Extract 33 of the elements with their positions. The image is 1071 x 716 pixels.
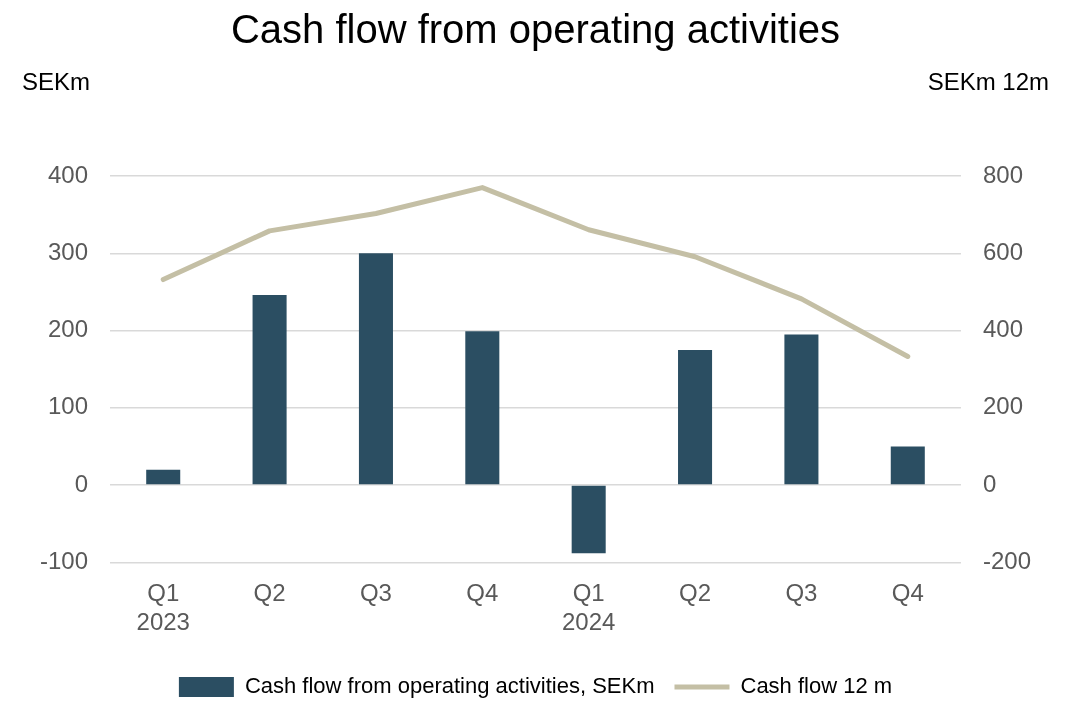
- y2-tick-label: 400: [982, 315, 1024, 343]
- y-axis-title: SEKm: [22, 68, 91, 95]
- legend-label: Cash flow from operating activities, SEKm: [244, 673, 655, 699]
- y2-tick-label: -200: [982, 547, 1032, 575]
- legend-label: Cash flow 12 m: [740, 673, 893, 699]
- y-tick-label: 100: [47, 392, 89, 420]
- bar: [465, 331, 500, 485]
- bar: [252, 295, 287, 485]
- x-tick-label: Q4: [891, 579, 924, 607]
- bar: [678, 349, 713, 485]
- y2-tick-label: 0: [982, 469, 997, 497]
- y2-tick-label: 800: [982, 160, 1024, 188]
- x-tick-label: Q2: [253, 579, 286, 607]
- bar: [358, 253, 393, 485]
- bar: [784, 334, 819, 485]
- x-tick-label: Q1 2023: [136, 579, 190, 636]
- chart-title: Cash flow from operating activities: [230, 7, 841, 52]
- y-tick-label: 400: [47, 160, 89, 188]
- y2-tick-label: 200: [982, 392, 1024, 420]
- bar: [571, 485, 606, 554]
- y-tick-label: 300: [47, 237, 89, 265]
- x-tick-label: Q4: [466, 579, 499, 607]
- x-tick-label: Q2: [679, 579, 712, 607]
- y-tick-label: -100: [39, 547, 89, 575]
- bar: [890, 446, 925, 485]
- y-tick-label: 0: [74, 469, 89, 497]
- y-tick-label: 200: [47, 315, 89, 343]
- bar: [146, 469, 181, 485]
- y2-tick-label: 600: [982, 237, 1024, 265]
- x-tick-label: Q3: [785, 579, 818, 607]
- x-tick-label: Q3: [359, 579, 392, 607]
- y2-axis-title: SEKm 12m: [927, 68, 1049, 95]
- x-tick-label: Q1 2024: [561, 579, 616, 636]
